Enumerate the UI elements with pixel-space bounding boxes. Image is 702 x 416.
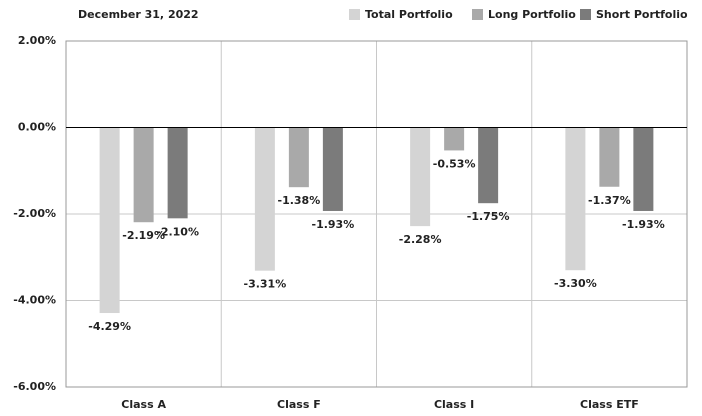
data-label: -3.30% [554, 277, 597, 290]
bar [167, 127, 188, 219]
bar [133, 127, 154, 223]
legend-label: Short Portfolio [596, 8, 688, 21]
data-label: -3.31% [244, 278, 287, 291]
x-tick-label: Class I [434, 398, 474, 411]
chart-title: December 31, 2022 [78, 8, 199, 21]
data-label: -4.29% [88, 320, 131, 333]
data-label: -1.93% [622, 218, 665, 231]
plot-frame [65, 40, 688, 388]
data-label: -1.37% [588, 194, 631, 207]
data-label: -1.75% [467, 210, 510, 223]
legend-swatch [349, 9, 360, 20]
data-label: -1.93% [312, 218, 355, 231]
bar [478, 127, 499, 204]
legend-swatch [580, 9, 591, 20]
data-label: -1.38% [278, 194, 321, 207]
y-tick-label: -6.00% [13, 380, 56, 393]
bar [410, 127, 431, 227]
x-tick-label: Class ETF [580, 398, 639, 411]
legend-label: Long Portfolio [488, 8, 576, 21]
bar [565, 127, 586, 271]
bar [288, 127, 309, 188]
bar [633, 127, 654, 211]
bar [444, 127, 465, 151]
bar [99, 127, 120, 314]
x-tick-label: Class A [121, 398, 166, 411]
data-label: -2.19% [122, 229, 165, 242]
data-label: -2.28% [399, 233, 442, 246]
bar [322, 127, 343, 211]
data-label: -2.10% [156, 225, 199, 238]
legend-swatch [472, 9, 483, 20]
y-tick-label: 0.00% [18, 121, 56, 134]
y-tick-label: -2.00% [13, 207, 56, 220]
bar [254, 127, 275, 271]
bar [599, 127, 620, 187]
data-label: -0.53% [433, 157, 476, 170]
y-tick-label: -4.00% [13, 294, 56, 307]
y-tick-label: 2.00% [18, 34, 56, 47]
legend-label: Total Portfolio [365, 8, 453, 21]
x-tick-label: Class F [277, 398, 321, 411]
